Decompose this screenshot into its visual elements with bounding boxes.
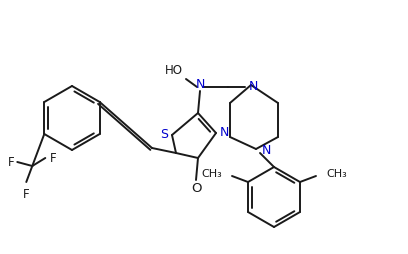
Text: F: F [8, 155, 15, 168]
Text: F: F [23, 187, 30, 200]
Text: S: S [160, 128, 168, 140]
Text: CH₃: CH₃ [326, 169, 347, 179]
Text: N: N [261, 145, 271, 157]
Text: O: O [191, 183, 201, 196]
Text: CH₃: CH₃ [201, 169, 222, 179]
Text: N: N [195, 78, 205, 91]
Text: HO: HO [165, 64, 183, 76]
Text: N: N [220, 126, 229, 139]
Text: F: F [50, 151, 57, 165]
Text: N: N [248, 81, 258, 93]
